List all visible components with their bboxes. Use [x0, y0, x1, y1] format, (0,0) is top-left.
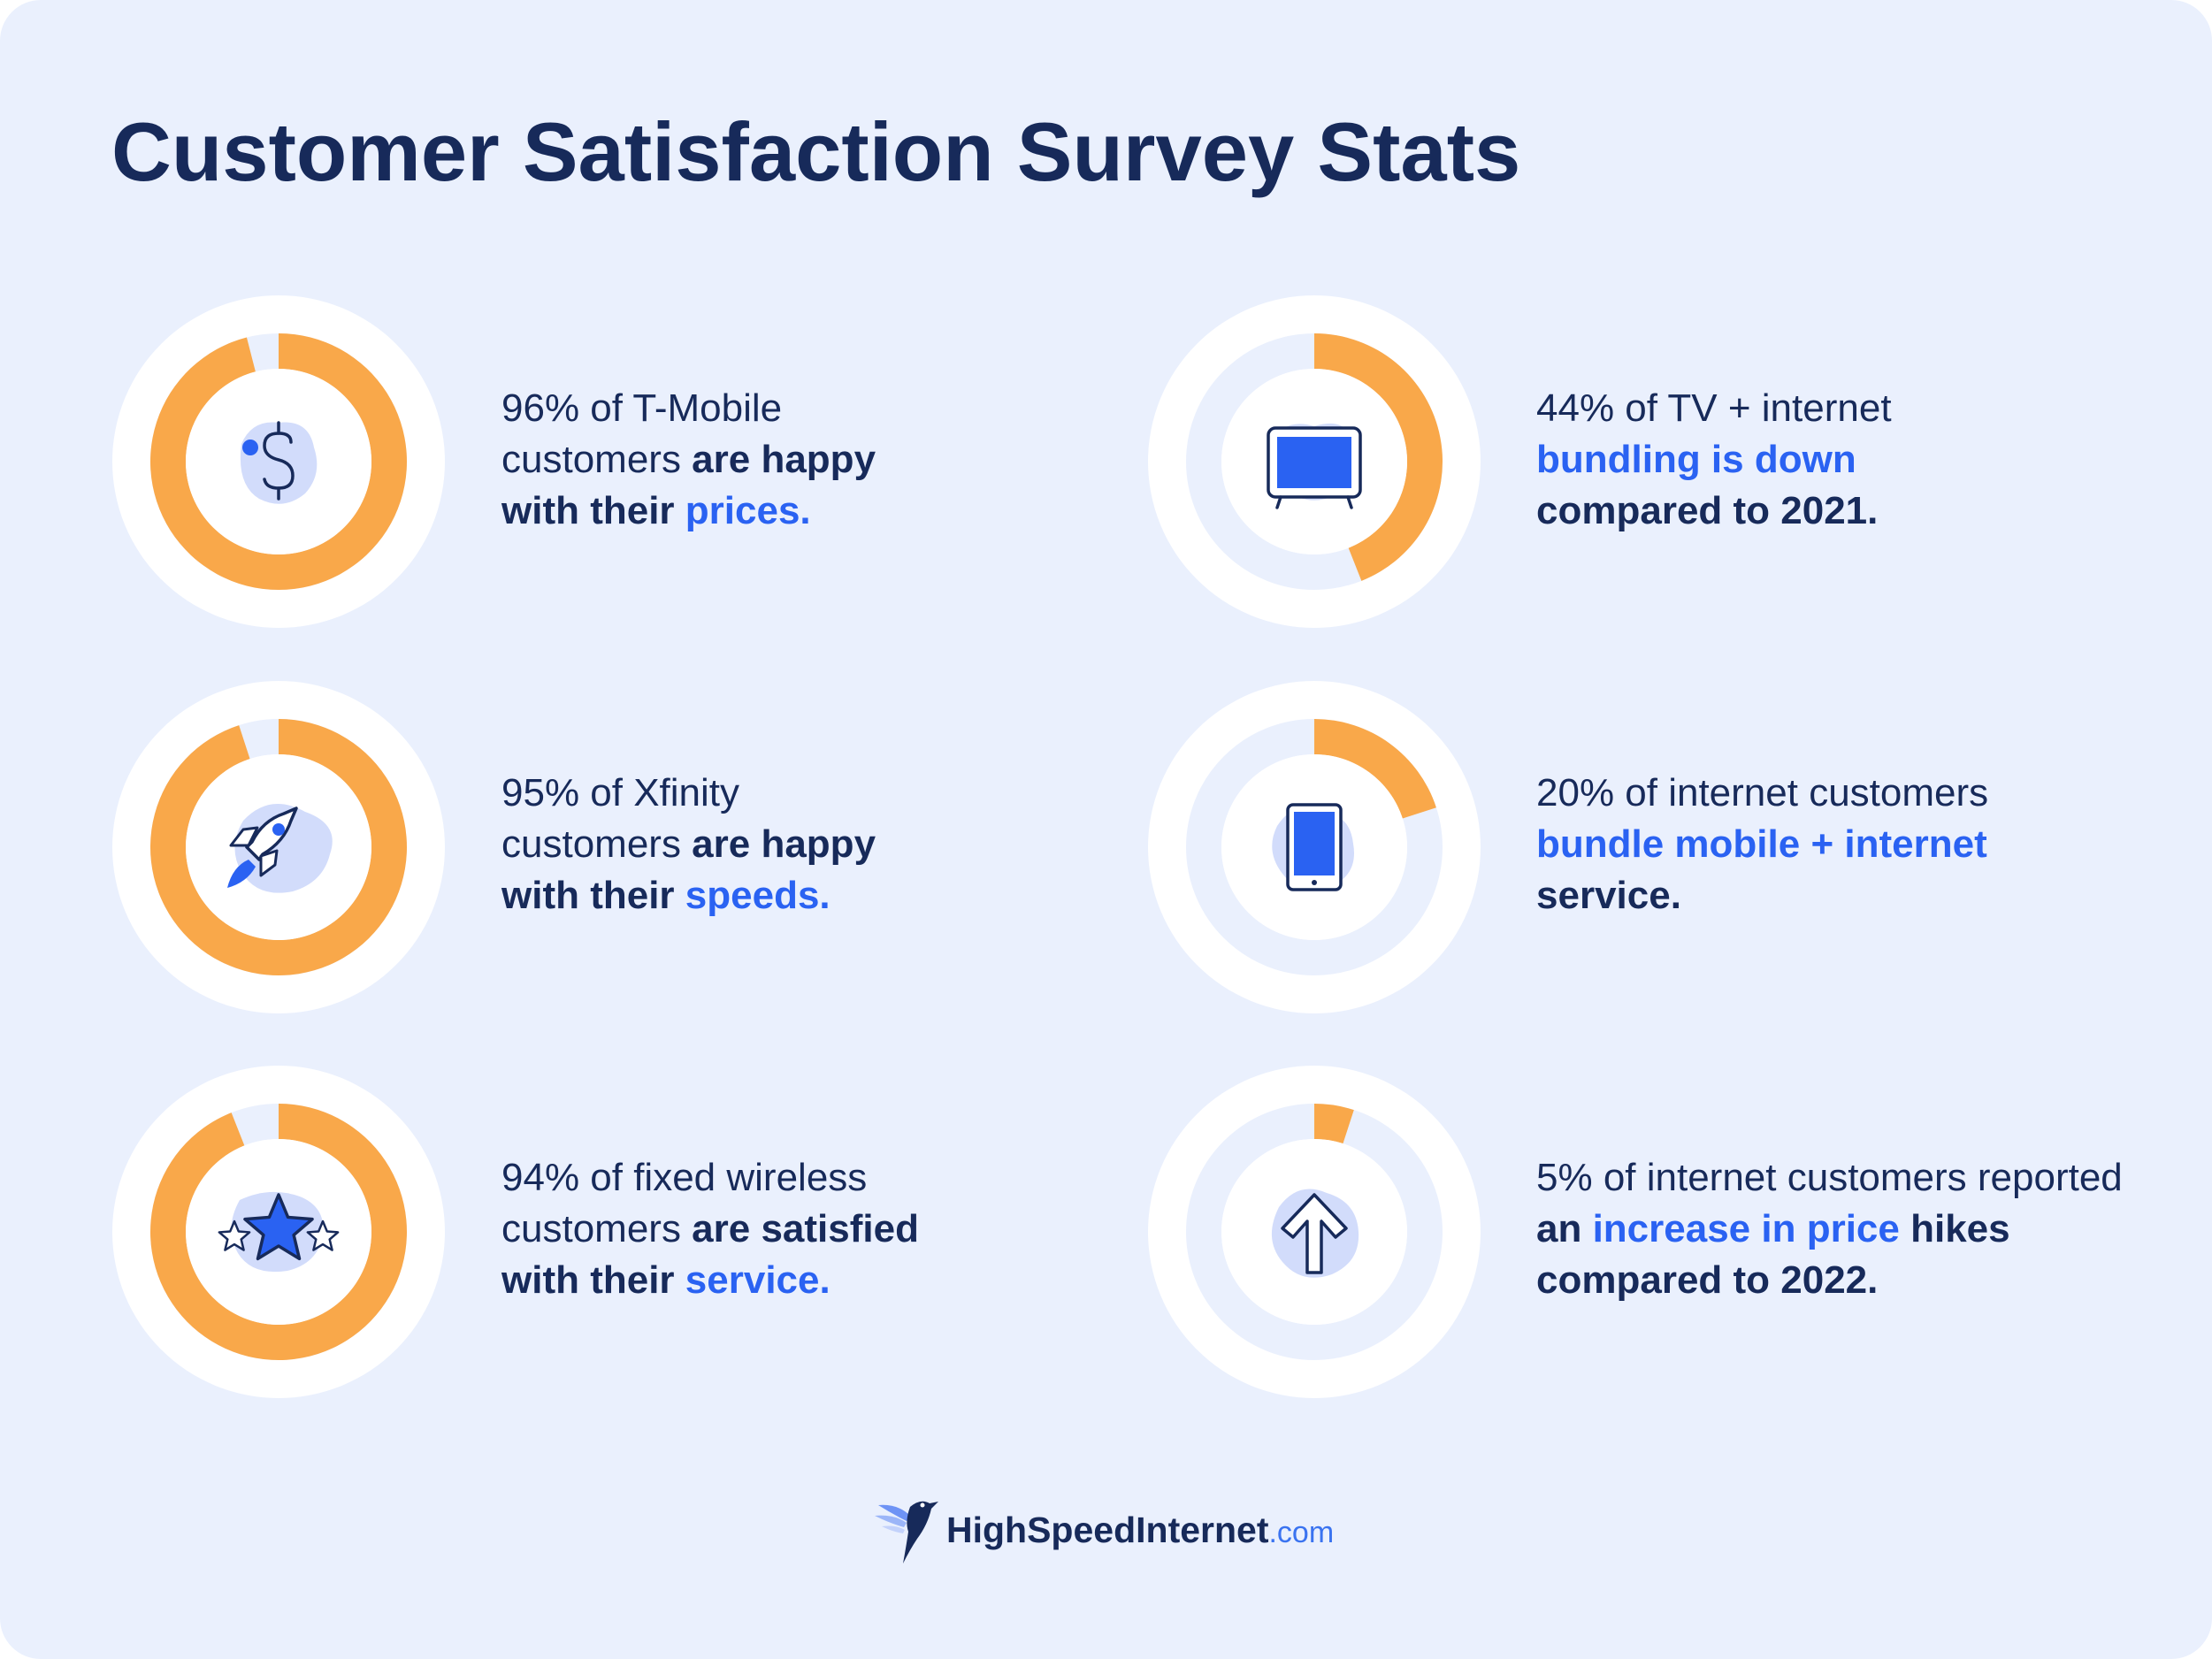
stars-icon: [218, 1191, 340, 1273]
caption-highlight: bundling is down: [1536, 438, 1856, 481]
caption-line: 20% of internet customers: [1536, 768, 1988, 819]
donut-slice: [1314, 719, 1436, 819]
caption-segment: customers: [501, 438, 693, 481]
tablet-icon: [1272, 803, 1354, 891]
caption-line: an increase in price hikes: [1536, 1204, 2123, 1255]
stat-caption: 44% of TV + internet bundling is down comp…: [1536, 383, 1892, 537]
donut-svg: [112, 681, 445, 1013]
caption-line: with their speeds.: [501, 870, 876, 921]
caption-line: 94% of fixed wireless: [501, 1152, 919, 1204]
caption-segment: are happy: [692, 822, 876, 866]
caption-line: 44% of TV + internet: [1536, 383, 1892, 434]
donut-chart: [111, 679, 447, 1015]
caption-segment: with their: [501, 874, 685, 917]
donut-svg: [112, 295, 445, 628]
caption-segment: 44% of TV + internet: [1536, 386, 1892, 430]
donut-chart: [1146, 294, 1482, 630]
caption-segment: compared to 2021.: [1536, 489, 1879, 532]
caption-segment: 5% of internet customers reported: [1536, 1156, 2123, 1199]
caption-highlight: speeds.: [685, 874, 830, 917]
logo-wordmark: HighSpeedInternet.com: [946, 1510, 1334, 1551]
arrow-up-icon: [1271, 1189, 1359, 1278]
caption-segment: service.: [1536, 874, 1681, 917]
hummingbird-icon: [875, 1501, 938, 1563]
caption-segment: with their: [501, 1258, 685, 1302]
stat-caption: 95% of Xfinity customers are happy with th…: [501, 768, 876, 921]
rocket-icon: [227, 804, 333, 893]
donut-chart: [111, 1064, 447, 1400]
caption-segment: customers: [501, 822, 693, 866]
caption-line: service.: [1536, 870, 1988, 921]
brand-logo[interactable]: HighSpeedInternet.com: [871, 1486, 1349, 1574]
stat-caption: 5% of internet customers reported an incr…: [1536, 1152, 2123, 1306]
donut-slice: [1314, 333, 1443, 581]
caption-line: compared to 2021.: [1536, 485, 1892, 537]
donut-svg: [112, 1066, 445, 1398]
dollar-sign-icon: [240, 421, 318, 504]
donut-svg: [1148, 681, 1481, 1013]
caption-segment: compared to 2022.: [1536, 1258, 1879, 1302]
caption-highlight: bundle mobile + internet: [1536, 822, 1987, 866]
caption-segment: 95% of Xfinity: [501, 771, 740, 814]
caption-line: with their service.: [501, 1255, 919, 1306]
caption-line: bundle mobile + internet: [1536, 819, 1988, 870]
caption-line: customers are happy: [501, 819, 876, 870]
page-title: Customer Satisfaction Survey Stats: [111, 105, 1521, 198]
stat-caption: 94% of fixed wireless customers are satis…: [501, 1152, 919, 1306]
caption-line: 95% of Xfinity: [501, 768, 876, 819]
donut-chart: [1146, 1064, 1482, 1400]
stat-caption: 20% of internet customers bundle mobile +…: [1536, 768, 1988, 921]
caption-segment: are satisfied: [692, 1207, 919, 1250]
logo-name: HighSpeedInternet: [946, 1510, 1269, 1550]
caption-segment: 20% of internet customers: [1536, 771, 1989, 814]
caption-highlight: prices.: [685, 489, 811, 532]
caption-line: 5% of internet customers reported: [1536, 1152, 2123, 1204]
tv-icon: [1267, 423, 1362, 509]
caption-line: 96% of T-Mobile: [501, 383, 876, 434]
donut-chart: [111, 294, 447, 630]
logo-suffix: .com: [1268, 1516, 1335, 1549]
caption-line: customers are happy: [501, 434, 876, 485]
caption-segment: 96% of T-Mobile: [501, 386, 783, 430]
caption-line: customers are satisfied: [501, 1204, 919, 1255]
caption-segment: 94% of fixed wireless: [501, 1156, 868, 1199]
donut-chart: [1146, 679, 1482, 1015]
caption-segment: with their: [501, 489, 685, 532]
caption-segment: are happy: [692, 438, 876, 481]
caption-line: with their prices.: [501, 485, 876, 537]
caption-highlight: service.: [685, 1258, 830, 1302]
caption-line: compared to 2022.: [1536, 1255, 2123, 1306]
caption-segment: customers: [501, 1207, 693, 1250]
donut-svg: [1148, 1066, 1481, 1398]
caption-highlight: increase in price: [1592, 1207, 1900, 1250]
caption-line: bundling is down: [1536, 434, 1892, 485]
donut-slice: [1314, 1104, 1354, 1144]
caption-segment: an: [1536, 1207, 1593, 1250]
donut-svg: [1148, 295, 1481, 628]
caption-segment: hikes: [1899, 1207, 2010, 1250]
stat-caption: 96% of T-Mobile customers are happy with t…: [501, 383, 876, 537]
